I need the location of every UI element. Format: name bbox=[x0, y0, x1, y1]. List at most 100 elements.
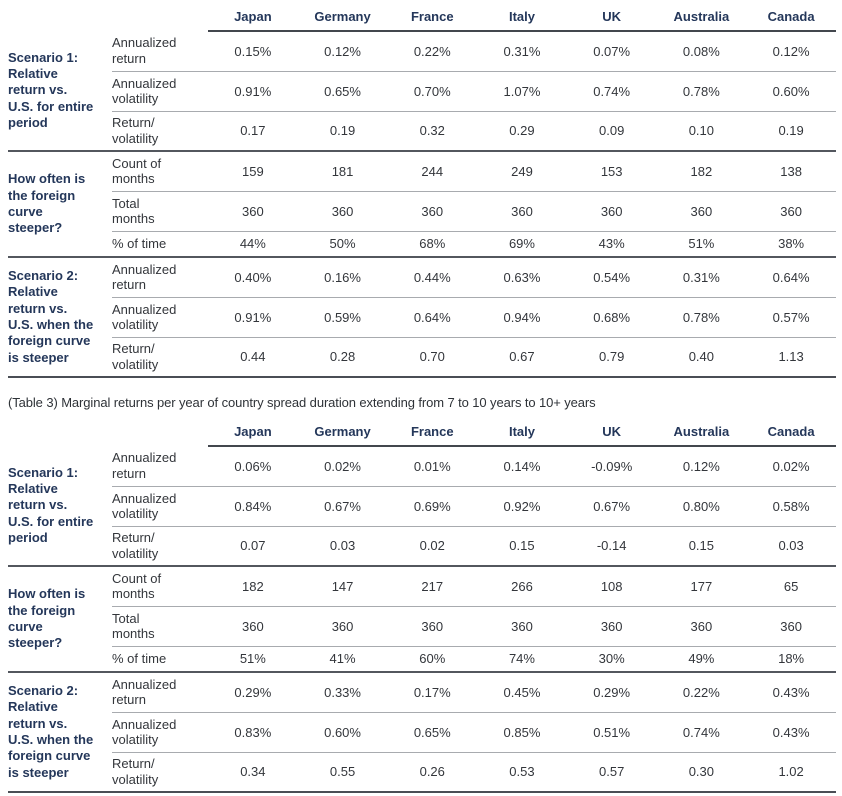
metric-label: Annualized return bbox=[112, 35, 177, 66]
metric-label: Return/ volatility bbox=[112, 751, 208, 792]
group-label-how-often: How often is the foreign curve steeper? bbox=[8, 150, 112, 257]
cell-value: 0.19 bbox=[746, 110, 836, 151]
table-row: Return/ volatility 0.44 0.28 0.70 0.67 0… bbox=[8, 336, 836, 377]
cell-value: 159 bbox=[208, 150, 298, 191]
metric-label: Total months bbox=[112, 190, 208, 231]
cell-value: 0.91% bbox=[208, 70, 298, 111]
cell-value: 0.12% bbox=[772, 43, 810, 59]
cell-value: 0.02% bbox=[324, 458, 361, 474]
cell-value: 360 bbox=[297, 605, 388, 646]
cell-value: 0.83% bbox=[208, 711, 298, 752]
table-row: Annualized volatility 0.83% 0.60% 0.65% … bbox=[8, 711, 836, 752]
table-row: Scenario 1: Relative return vs. U.S. for… bbox=[8, 446, 836, 545]
table-row: Return/ volatility 0.17 0.19 0.32 0.29 0… bbox=[8, 110, 836, 151]
cell-value: 50% bbox=[297, 230, 388, 257]
cell-value: 0.15 bbox=[477, 525, 567, 566]
cell-value: 360 bbox=[656, 605, 747, 646]
group-label-scenario-2: Scenario 2: Relative return vs. U.S. whe… bbox=[8, 256, 112, 377]
group-label-scenario-2: Scenario 2: Relative return vs. U.S. whe… bbox=[8, 671, 112, 792]
cell-value: 0.45% bbox=[477, 671, 567, 712]
cell-value: 0.58% bbox=[746, 485, 836, 526]
cell-value: 177 bbox=[656, 565, 747, 606]
cell-value: 0.07 bbox=[208, 525, 298, 566]
metric-label: Count of months bbox=[112, 150, 208, 191]
cell-value: 0.07% bbox=[593, 43, 631, 59]
cell-value: 0.29% bbox=[208, 671, 298, 712]
cell-value: 41% bbox=[297, 645, 388, 672]
cell-value: 38% bbox=[746, 230, 836, 257]
cell-value: 0.91% bbox=[208, 296, 298, 337]
cell-value: 0.78% bbox=[656, 296, 747, 337]
cell-value: 182 bbox=[208, 565, 298, 606]
cell-value: 153 bbox=[566, 150, 657, 191]
cell-value: 360 bbox=[387, 190, 478, 231]
group-label-scenario-1: Scenario 1: Relative return vs. U.S. for… bbox=[8, 464, 94, 546]
cell-value: 65 bbox=[746, 565, 836, 606]
cell-value: 0.67% bbox=[566, 485, 657, 526]
column-header-japan: Japan bbox=[208, 2, 298, 32]
cell-value: 49% bbox=[656, 645, 747, 672]
cell-value: -0.09% bbox=[591, 458, 633, 474]
table-3-caption: (Table 3) Marginal returns per year of c… bbox=[8, 395, 596, 410]
cell-value: 0.16% bbox=[297, 256, 388, 297]
cell-value: 0.03 bbox=[746, 525, 836, 566]
cell-value: 0.06% bbox=[234, 458, 272, 474]
cell-value: 0.67 bbox=[477, 336, 567, 377]
cell-value: 0.55 bbox=[297, 751, 388, 792]
cell-value: 0.15 bbox=[656, 525, 747, 566]
cell-value: 0.28 bbox=[297, 336, 388, 377]
metric-label: % of time bbox=[112, 230, 208, 257]
cell-value: 0.64% bbox=[387, 296, 478, 337]
cell-value: 360 bbox=[208, 605, 298, 646]
cell-value: 0.12% bbox=[324, 43, 361, 59]
cell-value: 0.32 bbox=[387, 110, 478, 151]
cell-value: 360 bbox=[477, 605, 567, 646]
cell-value: 0.57% bbox=[746, 296, 836, 337]
cell-value: 0.15% bbox=[234, 43, 272, 59]
cell-value: 182 bbox=[656, 150, 747, 191]
cell-value: 0.54% bbox=[566, 256, 657, 297]
cell-value: 138 bbox=[746, 150, 836, 191]
metric-label: Return/ volatility bbox=[112, 110, 208, 151]
column-header-australia: Australia bbox=[656, 2, 747, 32]
cell-value: 0.29% bbox=[566, 671, 657, 712]
table-row: Return/ volatility 0.34 0.55 0.26 0.53 0… bbox=[8, 751, 836, 792]
cell-value: 249 bbox=[477, 150, 567, 191]
cell-value: -0.14 bbox=[566, 525, 657, 566]
cell-value: 0.29 bbox=[477, 110, 567, 151]
column-header-italy: Italy bbox=[477, 2, 567, 32]
metric-label: Annualized volatility bbox=[112, 296, 208, 337]
column-header-japan: Japan bbox=[208, 417, 298, 447]
cell-value: 360 bbox=[297, 190, 388, 231]
metric-label: Annualized volatility bbox=[112, 485, 208, 526]
cell-value: 0.43% bbox=[746, 671, 836, 712]
metric-label: Annualized return bbox=[112, 256, 208, 297]
cell-value: 360 bbox=[477, 190, 567, 231]
cell-value: 0.94% bbox=[477, 296, 567, 337]
cell-value: 0.67% bbox=[297, 485, 388, 526]
cell-value: 51% bbox=[208, 645, 298, 672]
cell-value: 43% bbox=[566, 230, 657, 257]
cell-value: 51% bbox=[656, 230, 747, 257]
table-header-row: Japan Germany France Italy UK Australia … bbox=[8, 2, 836, 32]
cell-value: 0.65% bbox=[387, 711, 478, 752]
cell-value: 0.65% bbox=[297, 70, 388, 111]
cell-value: 0.10 bbox=[656, 110, 747, 151]
metric-label: Total months bbox=[112, 605, 208, 646]
cell-value: 0.44 bbox=[208, 336, 298, 377]
cell-value: 0.14% bbox=[503, 458, 541, 474]
cell-value: 69% bbox=[477, 230, 567, 257]
header-spacer bbox=[8, 2, 112, 31]
cell-value: 147 bbox=[297, 565, 388, 606]
column-header-uk: UK bbox=[566, 417, 657, 447]
cell-value: 0.26 bbox=[387, 751, 478, 792]
metric-label: Return/ volatility bbox=[112, 525, 208, 566]
cell-value: 0.08% bbox=[682, 43, 720, 59]
column-header-australia: Australia bbox=[656, 417, 747, 447]
cell-value: 0.31% bbox=[503, 43, 541, 59]
header-spacer bbox=[112, 417, 208, 446]
table-row: Scenario 2: Relative return vs. U.S. whe… bbox=[8, 671, 836, 792]
cell-value: 0.40% bbox=[208, 256, 298, 297]
table-row: Annualized volatility 0.91% 0.59% 0.64% … bbox=[8, 296, 836, 337]
